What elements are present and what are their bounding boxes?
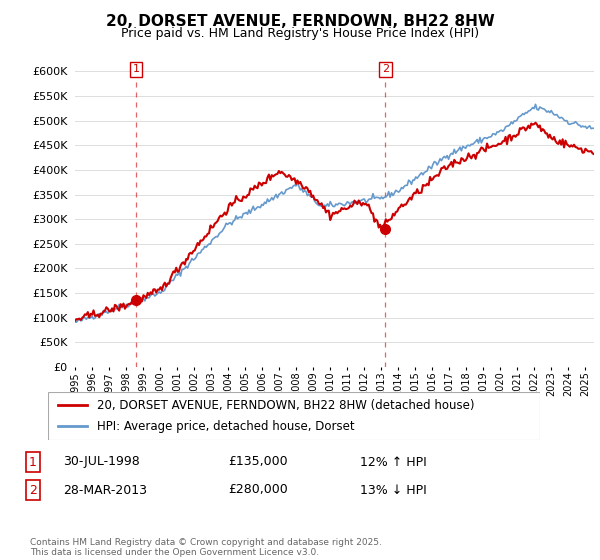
Text: HPI: Average price, detached house, Dorset: HPI: Average price, detached house, Dors…	[97, 420, 355, 433]
Text: 20, DORSET AVENUE, FERNDOWN, BH22 8HW: 20, DORSET AVENUE, FERNDOWN, BH22 8HW	[106, 14, 494, 29]
Text: 2: 2	[382, 64, 389, 74]
Text: £280,000: £280,000	[228, 483, 288, 497]
Text: Contains HM Land Registry data © Crown copyright and database right 2025.
This d: Contains HM Land Registry data © Crown c…	[30, 538, 382, 557]
Text: 2: 2	[29, 483, 37, 497]
Text: 1: 1	[29, 455, 37, 469]
Text: 12% ↑ HPI: 12% ↑ HPI	[360, 455, 427, 469]
Text: £135,000: £135,000	[228, 455, 287, 469]
Text: 20, DORSET AVENUE, FERNDOWN, BH22 8HW (detached house): 20, DORSET AVENUE, FERNDOWN, BH22 8HW (d…	[97, 399, 475, 412]
Text: 13% ↓ HPI: 13% ↓ HPI	[360, 483, 427, 497]
Text: 28-MAR-2013: 28-MAR-2013	[63, 483, 147, 497]
FancyBboxPatch shape	[48, 392, 540, 440]
Text: 30-JUL-1998: 30-JUL-1998	[63, 455, 140, 469]
Text: 1: 1	[133, 64, 139, 74]
Text: Price paid vs. HM Land Registry's House Price Index (HPI): Price paid vs. HM Land Registry's House …	[121, 27, 479, 40]
